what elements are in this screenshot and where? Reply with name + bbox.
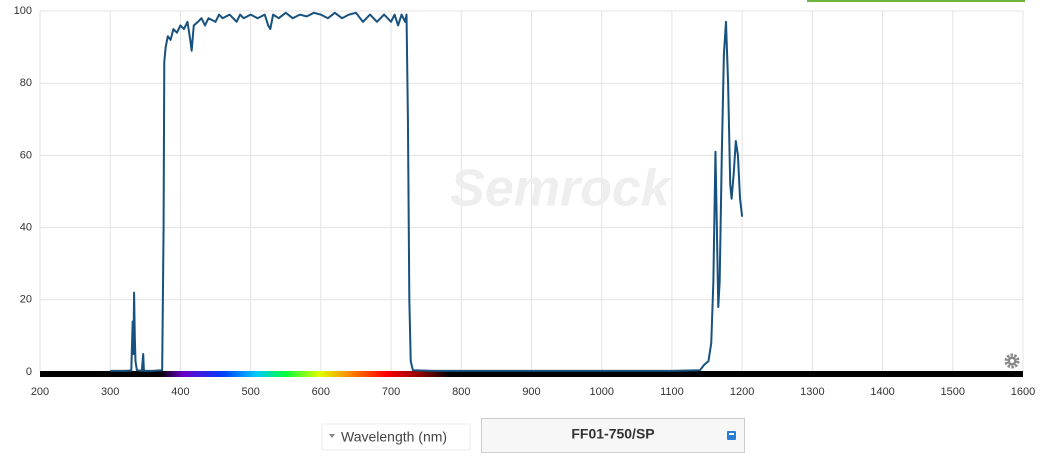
x-tick-label: 700 — [382, 386, 400, 398]
y-tick-label: 40 — [20, 222, 32, 234]
x-tick-label: 800 — [452, 386, 470, 398]
x-tick-label: 300 — [101, 386, 119, 398]
save-icon[interactable] — [727, 431, 736, 440]
x-tick-label: 1200 — [730, 386, 754, 398]
y-tick-label: 0 — [26, 366, 32, 378]
spectrum-base — [40, 371, 1023, 377]
x-axis-dropdown[interactable]: Wavelength (nm) — [321, 423, 471, 451]
x-tick-label: 500 — [241, 386, 259, 398]
y-tick-label: 100 — [14, 5, 32, 17]
x-tick-label: 1000 — [589, 386, 613, 398]
y-tick-label: 60 — [20, 149, 32, 161]
grid: 0 20 40 60 80 100 200 300 400 500 600 700 800 900 1000… — [14, 5, 1036, 398]
x-tick-label: 600 — [312, 386, 330, 398]
x-tick-label: 1500 — [941, 386, 965, 398]
x-axis-label: Wavelength (nm) — [341, 429, 447, 445]
y-tick-label: 20 — [20, 294, 32, 306]
y-tick-label: 80 — [20, 77, 32, 89]
top-accent — [807, 0, 1025, 2]
x-tick-label: 1400 — [870, 386, 894, 398]
series-line — [110, 11, 744, 372]
x-tick-label: 900 — [522, 386, 540, 398]
x-tick-label: 1300 — [800, 386, 824, 398]
filter-selector[interactable]: FF01-750/SP — [481, 418, 745, 453]
x-tick-label: 1100 — [660, 386, 684, 398]
x-tick-label: 400 — [171, 386, 189, 398]
settings-icon[interactable] — [1004, 353, 1020, 369]
watermark: Semrock — [450, 160, 673, 218]
x-tick-label: 200 — [31, 386, 49, 398]
legend-label: FF01-750/SP — [571, 426, 654, 442]
x-tick-label: 1600 — [1011, 386, 1035, 398]
plot — [110, 11, 744, 372]
spectrum-bar — [160, 371, 450, 377]
